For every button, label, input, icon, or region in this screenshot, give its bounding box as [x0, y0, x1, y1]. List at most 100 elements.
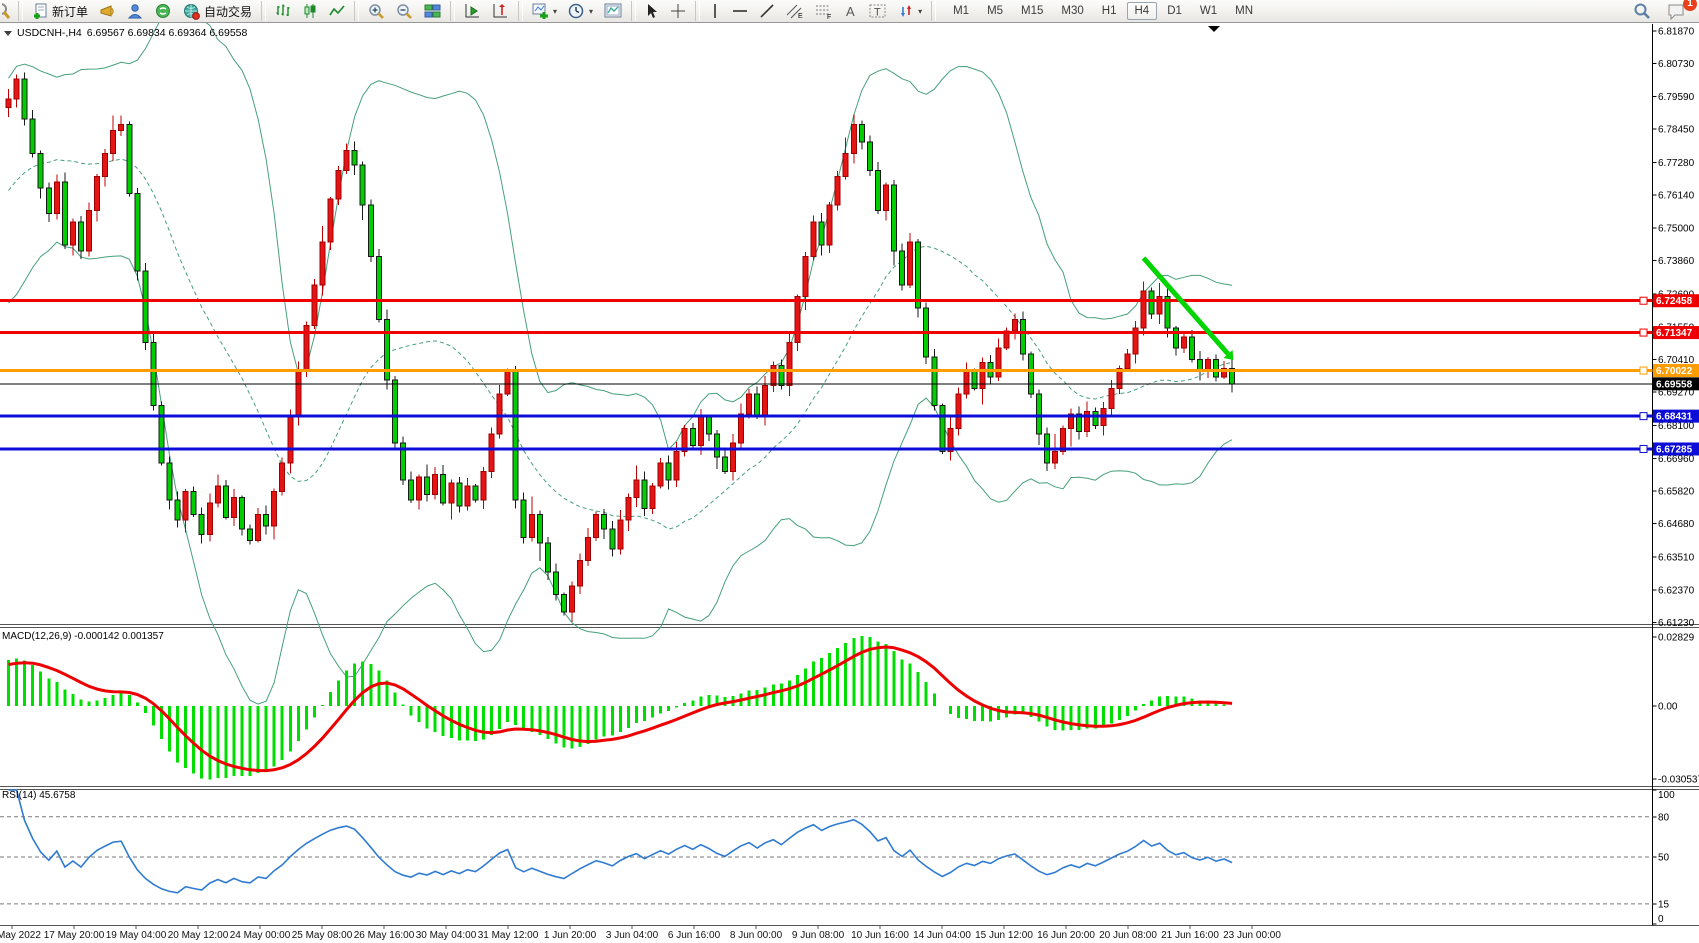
candle: [166, 456, 173, 510]
chevron-down-icon: ▾: [918, 6, 923, 16]
candle: [5, 88, 12, 117]
bollinger-lower: [8, 241, 1233, 705]
zoom-in-button[interactable]: [363, 0, 390, 22]
candle: [577, 553, 584, 595]
svg-text:A: A: [846, 4, 855, 19]
arrows-button[interactable]: ▾: [893, 0, 927, 22]
chevron-down-icon: ▾: [553, 6, 558, 16]
timeframe-mn-button[interactable]: MN: [1235, 5, 1254, 17]
horizontal-line-object[interactable]: 6.67285: [0, 442, 1699, 456]
horizontal-line-button[interactable]: [727, 0, 753, 22]
clipped-toolbar-icon[interactable]: [2, 1, 14, 21]
mobile-app-button[interactable]: [150, 0, 177, 22]
candle: [86, 202, 92, 257]
candle: [480, 467, 487, 510]
text-label-button[interactable]: T: [864, 0, 892, 22]
trend-arrow-annotation[interactable]: [1141, 256, 1234, 360]
new-order-button[interactable]: 新订单: [27, 0, 93, 22]
candle: [721, 450, 728, 474]
svg-text:19 May 04:00: 19 May 04:00: [106, 930, 167, 941]
trendline-button[interactable]: [754, 0, 780, 22]
candle: [247, 524, 253, 545]
candle: [754, 386, 761, 420]
auto-trading-button[interactable]: 自动交易: [178, 0, 257, 22]
candle: [118, 115, 125, 136]
templates-button[interactable]: [599, 0, 627, 22]
candle: [110, 115, 117, 162]
search-button[interactable]: [1628, 0, 1656, 22]
periods-button[interactable]: ▾: [563, 0, 598, 22]
candle: [1100, 402, 1107, 436]
cursor-icon: [648, 4, 658, 18]
candle: [979, 357, 986, 405]
rsi-panel[interactable]: 100 80 50 15 0: [0, 789, 1675, 925]
zoom-out-button[interactable]: [391, 0, 418, 22]
bars-chart-icon: [276, 4, 290, 16]
candlestick-chart-type-button[interactable]: [297, 0, 323, 22]
svg-text:E: E: [798, 13, 803, 19]
macd-panel[interactable]: 0.02829 0.00 -0.030537: [7, 633, 1699, 786]
toolbar-grip: [931, 1, 937, 21]
timeframe-h4-button[interactable]: H4: [1126, 2, 1158, 20]
candle: [665, 455, 672, 490]
alerts-button[interactable]: [94, 0, 121, 22]
chart-menu-triangle-icon[interactable]: [4, 30, 12, 36]
candle: [810, 215, 817, 261]
timeframe-m1-button[interactable]: M1: [953, 5, 970, 17]
timeframe-m30-button[interactable]: M30: [1061, 5, 1084, 17]
candle: [448, 479, 455, 520]
candle: [327, 196, 334, 251]
timeframe-d1-button[interactable]: D1: [1167, 5, 1182, 17]
horizontal-line-object[interactable]: 6.71347: [0, 326, 1699, 340]
candle: [1213, 354, 1219, 382]
indicators-button[interactable]: ▾: [527, 0, 562, 22]
svg-text:6.65820: 6.65820: [1658, 486, 1695, 497]
text-button[interactable]: A: [839, 0, 863, 22]
candle: [311, 279, 318, 330]
svg-text:8 Jun 00:00: 8 Jun 00:00: [730, 930, 783, 941]
horizontal-line-object[interactable]: 6.72458: [0, 294, 1699, 308]
svg-text:6.68431: 6.68431: [1656, 412, 1693, 423]
line-chart-icon: [329, 5, 345, 16]
cursor-button[interactable]: [640, 0, 664, 22]
candle: [126, 121, 133, 197]
bar-chart-type-button[interactable]: [270, 0, 296, 22]
candle: [351, 141, 358, 175]
notifications-button[interactable]: 1: [1662, 0, 1697, 22]
svg-text:6.62370: 6.62370: [1658, 585, 1695, 596]
vertical-line-button[interactable]: [704, 0, 726, 22]
timeframe-h1-button[interactable]: H1: [1101, 5, 1117, 17]
auto-scroll-button[interactable]: [459, 0, 486, 22]
horizontal-line-object[interactable]: 6.70022: [0, 364, 1699, 378]
tile-windows-button[interactable]: [419, 0, 446, 22]
candlestick-chart-icon: [304, 4, 316, 18]
svg-text:6.70022: 6.70022: [1656, 366, 1693, 377]
svg-text:15 Jun 12:00: 15 Jun 12:00: [975, 930, 1033, 941]
chart-shift-button[interactable]: [487, 0, 514, 22]
svg-text:6.69270: 6.69270: [1658, 388, 1695, 399]
community-button[interactable]: [122, 0, 149, 22]
candle: [625, 493, 632, 531]
candle: [1092, 407, 1099, 430]
svg-text:20 May 12:00: 20 May 12:00: [168, 930, 229, 941]
timeframe-w1-button[interactable]: W1: [1199, 5, 1218, 17]
bar-shift-marker[interactable]: [1208, 26, 1220, 32]
candle: [762, 375, 769, 426]
candle: [29, 110, 36, 158]
horizontal-line-object[interactable]: 6.68431: [0, 409, 1699, 423]
text-icon: A: [846, 4, 855, 19]
fibonacci-button[interactable]: F: [810, 0, 838, 22]
timeframe-m5-button[interactable]: M5: [987, 5, 1004, 17]
svg-text:6.69558: 6.69558: [1656, 379, 1693, 390]
candle: [1060, 425, 1067, 456]
candle: [601, 509, 608, 539]
periods-clock-icon: [568, 3, 584, 18]
mobile-phone-icon: [156, 4, 171, 18]
line-chart-type-button[interactable]: [324, 0, 350, 22]
equidistant-channel-button[interactable]: E: [781, 0, 809, 22]
timeframe-m15-button[interactable]: M15: [1021, 5, 1044, 17]
candle: [287, 409, 294, 474]
candle: [142, 263, 149, 350]
crosshair-button[interactable]: [665, 0, 691, 22]
